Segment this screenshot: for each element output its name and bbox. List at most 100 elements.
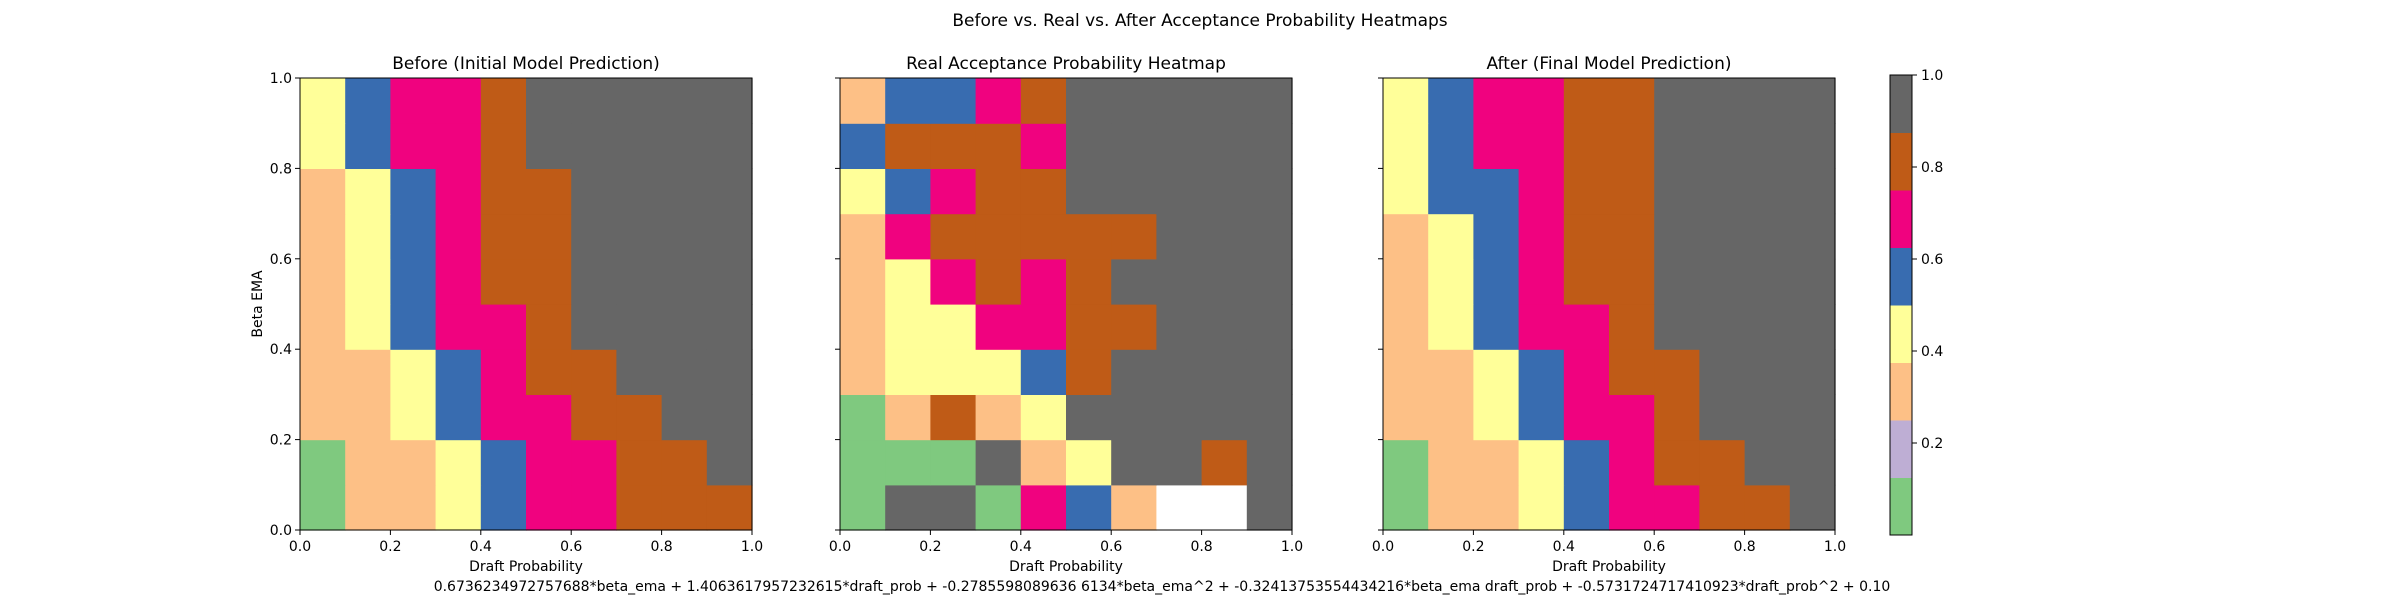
heatmap-cell: [1111, 484, 1157, 531]
x-tick-label: 0.2: [1462, 539, 1484, 555]
heatmap-cell: [300, 439, 346, 486]
heatmap-cell: [975, 349, 1022, 395]
heatmap-cell: [526, 394, 572, 441]
heatmap-cell: [1066, 78, 1112, 124]
heatmap-cell: [571, 168, 617, 215]
heatmap-cell: [480, 304, 527, 350]
panel-real: Real Acceptance Probability Heatmap 0.0 0…: [829, 54, 1303, 575]
x-tick-label: 0.8: [650, 539, 672, 555]
colorbar-segment: [1890, 420, 1912, 478]
heatmap-cell: [661, 213, 708, 260]
heatmap-cell: [1020, 168, 1067, 215]
colorbar-segment: [1890, 247, 1912, 306]
heatmap-cell: [1020, 213, 1067, 260]
x-tick-label: 0.8: [1190, 539, 1212, 555]
heatmap-cell: [1246, 258, 1293, 305]
heatmap-cell: [571, 78, 617, 124]
heatmap-cell: [1789, 349, 1836, 395]
heatmap-cell: [1111, 78, 1157, 124]
heatmap-cell: [1654, 258, 1700, 305]
heatmap-cell: [435, 258, 482, 305]
heatmap-cell: [1111, 258, 1157, 305]
heatmap-cell: [706, 349, 753, 395]
heatmap-cell: [435, 439, 482, 486]
heatmap-cell: [526, 123, 572, 169]
heatmap-cell: [480, 123, 527, 169]
heatmap-cell: [975, 258, 1022, 305]
heatmap-cell: [526, 258, 572, 305]
heatmap-cell: [390, 168, 437, 215]
heatmap-cell: [1473, 304, 1520, 350]
y-tick-label: 0.0: [270, 523, 292, 539]
heatmap-cell: [1789, 258, 1836, 305]
heatmap-cell: [345, 168, 391, 215]
heatmap-cell: [616, 394, 663, 441]
heatmap-cell: [930, 439, 977, 486]
heatmap-cell: [1473, 168, 1520, 215]
heatmap-cell: [616, 439, 663, 486]
heatmap-cell: [300, 168, 346, 215]
heatmap-cell: [1473, 258, 1520, 305]
heatmap-cell: [1609, 304, 1655, 350]
heatmap-cell: [571, 123, 617, 169]
y-tick-label: 0.8: [270, 161, 292, 177]
colorbar-segment: [1890, 477, 1912, 536]
heatmap-cell: [1744, 439, 1791, 486]
heatmap-cell: [661, 439, 708, 486]
heatmap-cell: [345, 123, 391, 169]
heatmap-cell: [571, 349, 617, 395]
heatmap-cell: [1246, 123, 1293, 169]
heatmap-cell: [390, 439, 437, 486]
panel-real-cells: [840, 78, 1293, 531]
heatmap-cell: [1383, 349, 1429, 395]
heatmap-cell: [1654, 123, 1700, 169]
heatmap-cell: [616, 258, 663, 305]
colorbar-tick-label: 1.0: [1921, 68, 1943, 84]
heatmap-cell: [930, 213, 977, 260]
heatmap-cell: [975, 394, 1022, 441]
heatmap-cell: [345, 213, 391, 260]
heatmap-cell: [435, 349, 482, 395]
x-tick-label: 1.0: [1824, 539, 1846, 555]
heatmap-cell: [1111, 168, 1157, 215]
heatmap-cell: [300, 484, 346, 531]
heatmap-cell: [435, 394, 482, 441]
heatmap-cell: [300, 304, 346, 350]
heatmap-cell: [975, 484, 1022, 531]
heatmap-cell: [1609, 168, 1655, 215]
heatmap-cell: [571, 394, 617, 441]
colorbar-tick-label: 0.8: [1921, 160, 1943, 176]
panel-real-frame: [839, 77, 1293, 531]
heatmap-cell: [661, 78, 708, 124]
heatmap-cell: [1201, 439, 1248, 486]
heatmap-cell: [1789, 484, 1836, 531]
heatmap-cell: [1428, 394, 1474, 441]
heatmap-cell: [840, 394, 886, 441]
heatmap-cell: [480, 349, 527, 395]
x-tick-label: 0.4: [1010, 539, 1032, 555]
panel-real-title: Real Acceptance Probability Heatmap: [906, 54, 1226, 74]
heatmap-cell: [1066, 123, 1112, 169]
heatmap-cell: [1201, 123, 1248, 169]
heatmap-cell: [1518, 304, 1565, 350]
x-tick-label: 0.6: [1100, 539, 1122, 555]
colorbar-segments: [1890, 75, 1912, 536]
heatmap-cell: [1428, 484, 1474, 531]
heatmap-cell: [706, 304, 753, 350]
heatmap-cell: [1111, 394, 1157, 441]
heatmap-cell: [706, 213, 753, 260]
heatmap-cell: [1699, 394, 1746, 441]
y-tick-label: 0.2: [270, 433, 292, 449]
heatmap-cell: [1383, 168, 1429, 215]
heatmap-cell: [1246, 484, 1293, 531]
heatmap-cell: [706, 484, 753, 531]
formula-text: 0.6736234972757688*beta_ema + 1.40636179…: [434, 579, 1891, 595]
x-tick-label: 0.2: [379, 539, 401, 555]
heatmap-cell: [1111, 349, 1157, 395]
heatmap-cell: [885, 349, 931, 395]
colorbar-segment: [1890, 190, 1912, 248]
heatmap-cell: [390, 78, 437, 124]
heatmap-cell: [1156, 213, 1203, 260]
heatmap-cell: [885, 394, 931, 441]
x-tick-label: 0.4: [470, 539, 492, 555]
